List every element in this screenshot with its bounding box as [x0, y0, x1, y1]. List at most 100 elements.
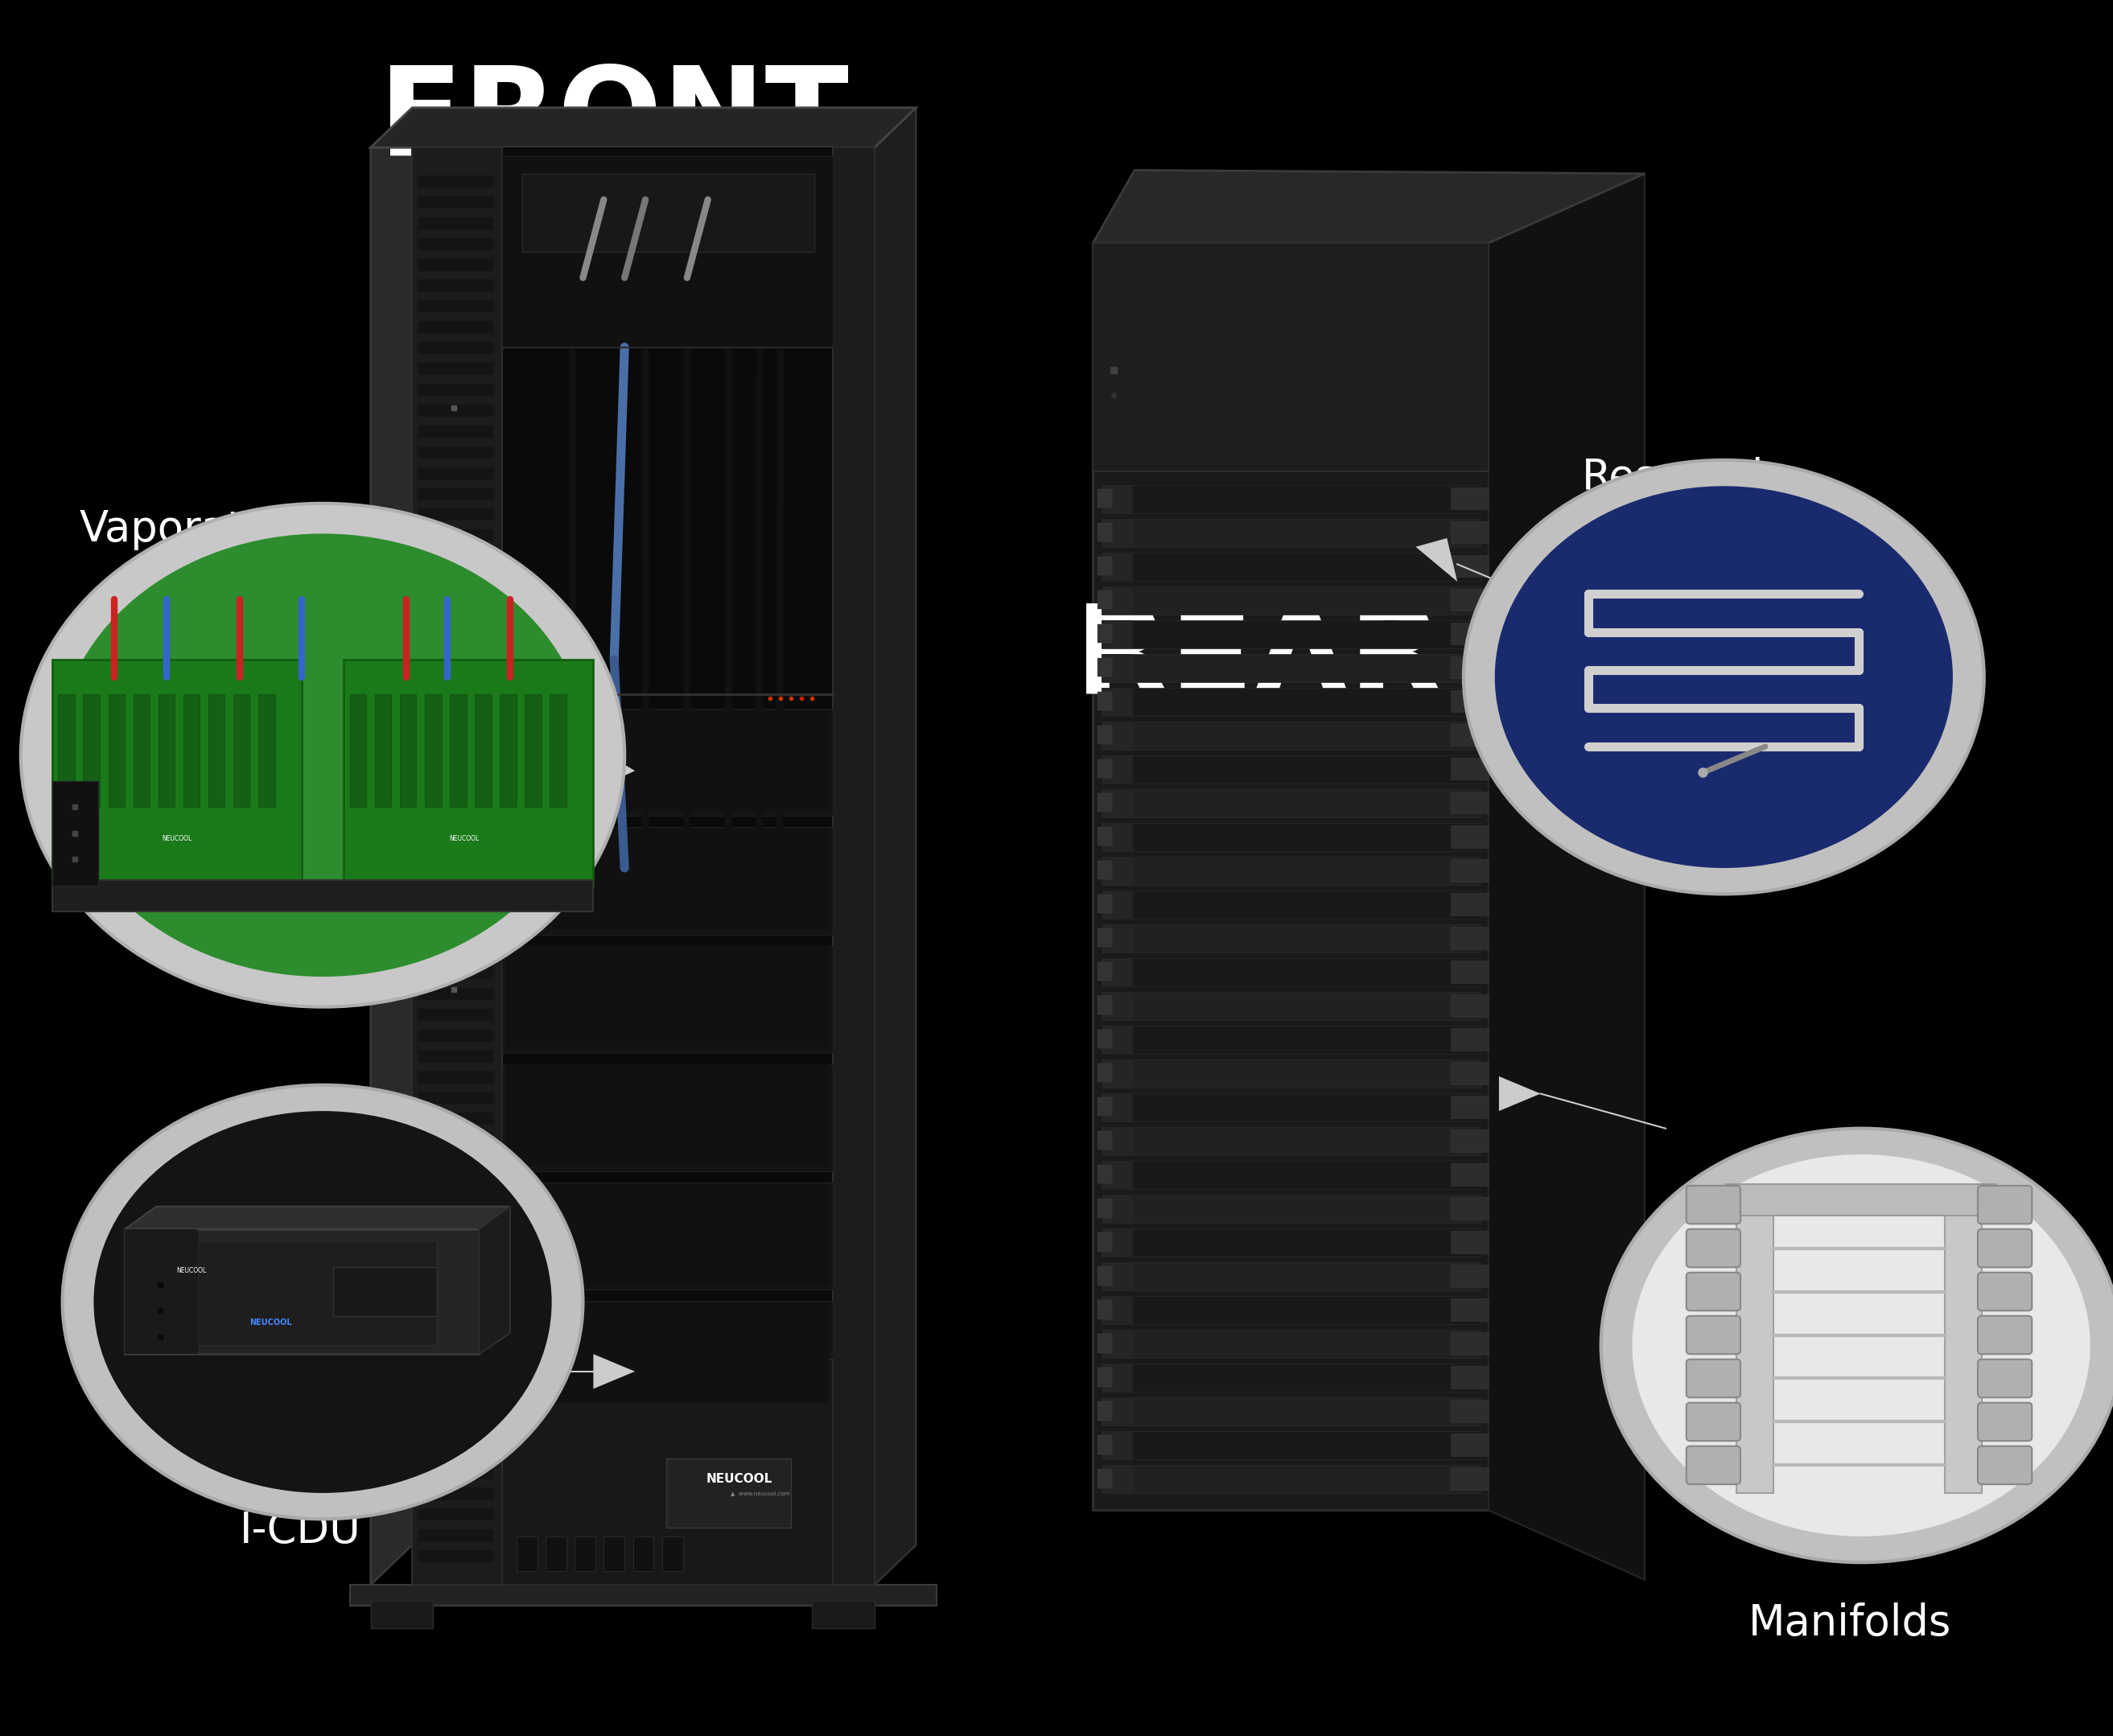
FancyBboxPatch shape — [418, 1279, 494, 1292]
FancyBboxPatch shape — [53, 660, 302, 885]
FancyBboxPatch shape — [418, 425, 494, 437]
FancyBboxPatch shape — [59, 694, 74, 807]
Circle shape — [93, 1111, 551, 1493]
FancyBboxPatch shape — [418, 675, 494, 687]
FancyBboxPatch shape — [1097, 996, 1111, 1016]
FancyBboxPatch shape — [1101, 1127, 1481, 1154]
FancyBboxPatch shape — [418, 613, 494, 625]
FancyBboxPatch shape — [833, 148, 875, 1585]
FancyBboxPatch shape — [1101, 1330, 1133, 1358]
FancyBboxPatch shape — [1452, 521, 1488, 543]
FancyBboxPatch shape — [184, 694, 201, 807]
FancyBboxPatch shape — [1101, 925, 1481, 953]
Circle shape — [1464, 460, 1984, 894]
FancyBboxPatch shape — [1101, 620, 1481, 648]
FancyBboxPatch shape — [1452, 859, 1488, 882]
FancyBboxPatch shape — [501, 828, 833, 934]
FancyBboxPatch shape — [501, 1302, 833, 1408]
FancyBboxPatch shape — [1452, 927, 1488, 950]
FancyBboxPatch shape — [666, 1458, 790, 1528]
Polygon shape — [1488, 174, 1644, 1580]
FancyBboxPatch shape — [524, 694, 541, 807]
FancyBboxPatch shape — [1097, 590, 1111, 609]
FancyBboxPatch shape — [1101, 993, 1481, 1019]
FancyBboxPatch shape — [501, 1182, 833, 1290]
FancyBboxPatch shape — [1101, 1161, 1481, 1189]
FancyBboxPatch shape — [418, 1134, 494, 1146]
FancyBboxPatch shape — [258, 694, 275, 807]
FancyBboxPatch shape — [418, 1446, 494, 1458]
FancyBboxPatch shape — [418, 1029, 494, 1042]
FancyBboxPatch shape — [1978, 1446, 2033, 1484]
FancyBboxPatch shape — [1101, 519, 1133, 547]
FancyBboxPatch shape — [418, 1050, 494, 1062]
FancyBboxPatch shape — [1101, 1465, 1481, 1493]
FancyBboxPatch shape — [418, 654, 494, 667]
FancyBboxPatch shape — [1101, 1364, 1481, 1392]
FancyBboxPatch shape — [418, 300, 494, 312]
FancyBboxPatch shape — [1101, 1194, 1133, 1222]
FancyBboxPatch shape — [418, 1300, 494, 1312]
FancyBboxPatch shape — [501, 1359, 833, 1585]
FancyBboxPatch shape — [133, 694, 150, 807]
FancyBboxPatch shape — [418, 717, 494, 729]
Circle shape — [57, 533, 587, 977]
FancyBboxPatch shape — [1101, 587, 1481, 615]
FancyBboxPatch shape — [1101, 1330, 1481, 1358]
FancyBboxPatch shape — [418, 779, 494, 792]
Polygon shape — [370, 108, 917, 148]
FancyBboxPatch shape — [1452, 1399, 1488, 1422]
FancyBboxPatch shape — [450, 694, 467, 807]
Polygon shape — [594, 746, 636, 790]
FancyBboxPatch shape — [418, 863, 494, 875]
FancyBboxPatch shape — [1101, 722, 1133, 750]
FancyBboxPatch shape — [418, 1238, 494, 1250]
FancyBboxPatch shape — [1101, 654, 1133, 682]
FancyBboxPatch shape — [418, 1009, 494, 1021]
Polygon shape — [594, 1354, 636, 1389]
FancyBboxPatch shape — [1101, 687, 1481, 715]
FancyBboxPatch shape — [418, 800, 494, 812]
FancyBboxPatch shape — [505, 1184, 828, 1285]
FancyBboxPatch shape — [811, 1601, 875, 1628]
FancyBboxPatch shape — [1686, 1446, 1741, 1484]
FancyBboxPatch shape — [1101, 993, 1133, 1019]
FancyBboxPatch shape — [418, 988, 494, 1000]
FancyBboxPatch shape — [634, 1536, 653, 1571]
FancyBboxPatch shape — [418, 1196, 494, 1208]
FancyBboxPatch shape — [1101, 1059, 1481, 1087]
FancyBboxPatch shape — [549, 694, 566, 807]
FancyBboxPatch shape — [1092, 243, 1488, 470]
FancyBboxPatch shape — [1452, 995, 1488, 1017]
FancyBboxPatch shape — [1101, 1026, 1133, 1054]
FancyBboxPatch shape — [1097, 726, 1111, 745]
FancyBboxPatch shape — [1101, 486, 1481, 512]
FancyBboxPatch shape — [1097, 523, 1111, 542]
FancyBboxPatch shape — [1097, 1300, 1111, 1319]
FancyBboxPatch shape — [1097, 962, 1111, 981]
FancyBboxPatch shape — [1686, 1403, 1741, 1441]
FancyBboxPatch shape — [418, 1363, 494, 1375]
FancyBboxPatch shape — [1101, 1364, 1133, 1392]
FancyBboxPatch shape — [1097, 894, 1111, 913]
FancyBboxPatch shape — [1097, 1401, 1111, 1420]
FancyBboxPatch shape — [418, 529, 494, 542]
FancyBboxPatch shape — [209, 694, 224, 807]
FancyBboxPatch shape — [1452, 1198, 1488, 1219]
FancyBboxPatch shape — [418, 1321, 494, 1333]
FancyBboxPatch shape — [1452, 1299, 1488, 1321]
FancyBboxPatch shape — [418, 1175, 494, 1187]
FancyBboxPatch shape — [1097, 1064, 1111, 1082]
FancyBboxPatch shape — [1101, 958, 1133, 986]
FancyBboxPatch shape — [604, 1536, 625, 1571]
FancyBboxPatch shape — [412, 148, 501, 1585]
FancyBboxPatch shape — [418, 384, 494, 396]
FancyBboxPatch shape — [1101, 823, 1481, 851]
FancyBboxPatch shape — [1101, 1432, 1481, 1460]
FancyBboxPatch shape — [418, 884, 494, 896]
Text: Reservoir: Reservoir — [1583, 457, 1781, 498]
FancyBboxPatch shape — [1978, 1272, 2033, 1311]
FancyBboxPatch shape — [418, 259, 494, 271]
FancyBboxPatch shape — [1101, 891, 1133, 918]
FancyBboxPatch shape — [1452, 1028, 1488, 1050]
